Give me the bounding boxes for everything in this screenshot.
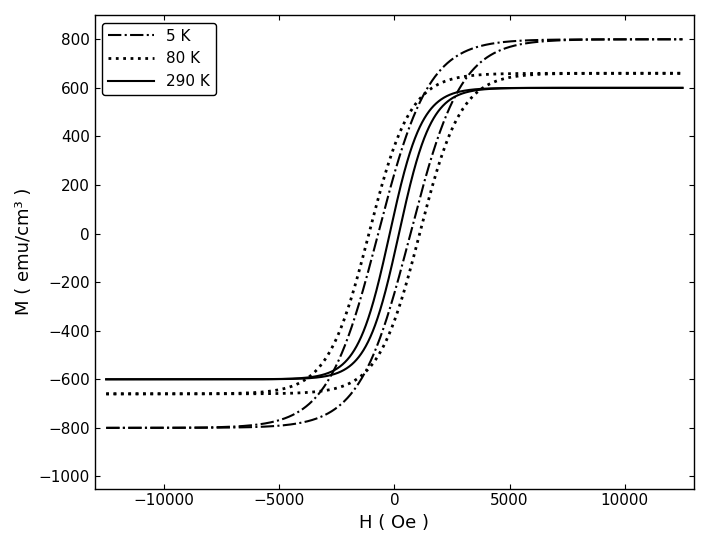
X-axis label: H ( Oe ): H ( Oe ) [359,514,430,532]
Legend: 5 K, 80 K, 290 K: 5 K, 80 K, 290 K [102,22,216,95]
Y-axis label: M ( emu/cm³ ): M ( emu/cm³ ) [15,188,33,316]
